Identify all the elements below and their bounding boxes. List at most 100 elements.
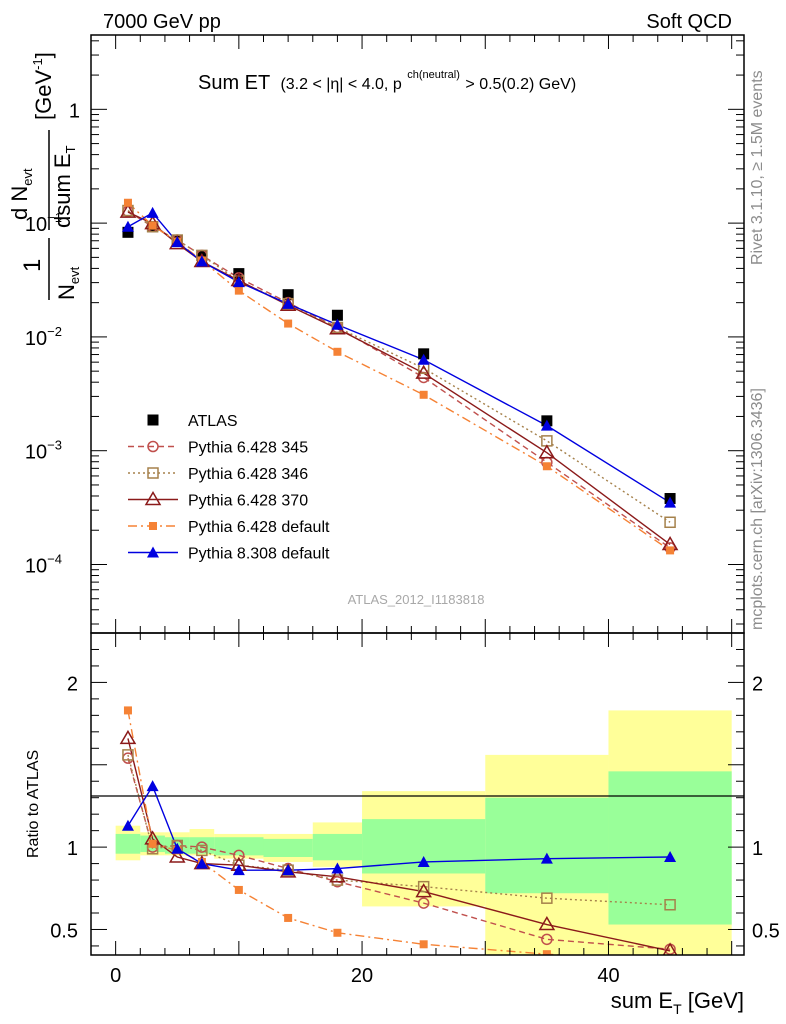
data-point-pythia-6-428-370 <box>538 444 556 459</box>
legend-label-pythia-6-428-default: Pythia 6.428 default <box>188 519 330 536</box>
data-point-pythia-8-308-default <box>171 236 184 248</box>
data-point-pythia-8-308-default <box>195 255 208 267</box>
ylabel-dsum: dsum ET <box>50 145 78 228</box>
ratio-point-pythia-6-428-default <box>123 706 132 715</box>
legend-marker-pythia-6-428-346 <box>147 467 159 479</box>
data-point-pythia-6-428-370 <box>279 296 297 311</box>
data-point-pythia-8-308-default <box>146 206 159 218</box>
main-series-layer <box>119 198 679 555</box>
data-point-pythia-6-428-default <box>333 347 342 356</box>
y-tick-label: 10−2 <box>25 324 62 350</box>
axis-ticks <box>91 35 744 955</box>
ratio-point-pythia-6-428-345 <box>541 933 553 946</box>
ylabel-one: 1 <box>19 259 46 272</box>
legend-label-pythia-8-308-default: Pythia 8.308 default <box>188 546 330 563</box>
data-point-pythia-8-308-default <box>417 353 430 365</box>
legend-label-atlas: ATLAS <box>188 413 238 430</box>
ratio-point-pythia-6-428-default <box>234 885 243 894</box>
ratio-band-inner-bin <box>485 797 609 894</box>
ratio-point-pythia-6-428-346 <box>331 874 344 886</box>
ratio-ylabel: Ratio to ATLAS <box>25 750 42 858</box>
data-point-atlas <box>331 309 343 321</box>
analysis-watermark: ATLAS_2012_I1183818 <box>348 592 485 607</box>
mcplots-label: mcplots.cern.ch [arXiv:1306.3436] <box>749 388 766 630</box>
main-ylabel: 1 Nevt d Nevt dsum ET [GeV-1] <box>7 52 82 300</box>
x-tick-label: 0 <box>110 965 121 987</box>
ratio-series-layer <box>119 706 678 966</box>
ratio-point-pythia-8-308-default <box>331 862 344 874</box>
x-axis-label: sum ET [GeV] <box>611 988 744 1017</box>
plot-title-sup: ch(neutral) <box>407 69 460 81</box>
ratio-y-tick-label-right: 2 <box>752 673 763 695</box>
legend-label-pythia-6-428-346: Pythia 6.428 346 <box>188 466 308 483</box>
data-point-pythia-8-308-default <box>232 276 245 288</box>
ratio-point-pythia-6-428-345 <box>417 897 430 909</box>
ratio-point-pythia-6-428-370 <box>168 848 186 863</box>
ratio-point-pythia-8-308-default <box>121 819 134 831</box>
data-point-pythia-6-428-default <box>666 546 675 555</box>
ratio-point-pythia-6-428-370 <box>329 868 346 883</box>
ratio-line-pythia-6-428-345 <box>127 757 671 950</box>
data-point-pythia-6-428-346 <box>664 516 676 529</box>
ratio-line-pythia-6-428-346 <box>127 754 671 906</box>
ratio-point-pythia-6-428-default <box>333 928 342 937</box>
legend: ATLAS Pythia 6.428 345 Pythia 6.428 346 Pyt… <box>128 413 330 563</box>
ratio-point-pythia-6-428-default <box>284 913 293 922</box>
ratio-point-pythia-6-428-346 <box>122 749 134 761</box>
plot-title-main: Sum ET <box>198 72 270 94</box>
ratio-point-pythia-6-428-default <box>666 958 674 966</box>
legend-label-pythia-6-428-345: Pythia 6.428 345 <box>188 440 308 457</box>
ratio-point-pythia-6-428-370 <box>415 883 432 898</box>
ylabel-dn: d Nevt <box>7 168 35 220</box>
ratio-point-pythia-8-308-default <box>664 851 677 862</box>
ylabel-n: Nevt <box>54 266 82 300</box>
legend-marker-pythia-6-428-345 <box>147 440 159 453</box>
ylabel-unit: [GeV-1] <box>30 52 56 120</box>
data-point-pythia-6-428-default <box>284 319 293 328</box>
data-point-pythia-6-428-370 <box>415 364 432 379</box>
ratio-y-tick-label-left: 0.5 <box>50 920 78 942</box>
header-right: Soft QCD <box>646 11 732 33</box>
rivet-label: Rivet 3.1.10, ≥ 1.5M events <box>749 70 766 265</box>
legend-marker-atlas <box>147 414 159 426</box>
data-point-atlas <box>122 226 134 238</box>
ratio-y-tick-label-right: 0.5 <box>752 920 780 942</box>
data-point-pythia-8-308-default <box>540 419 553 431</box>
plot-title-detail-b: > 0.5(0.2) GeV) <box>465 76 576 93</box>
ratio-point-pythia-8-308-default <box>195 857 208 869</box>
ratio-point-pythia-8-308-default <box>146 780 159 792</box>
ratio-point-pythia-6-428-370 <box>119 729 137 745</box>
ratio-band-inner-bin <box>608 771 732 925</box>
ratio-point-pythia-6-428-default <box>542 950 551 955</box>
ratio-point-pythia-6-428-346 <box>664 899 676 911</box>
ratio-point-pythia-6-428-default <box>419 940 428 949</box>
data-point-pythia-6-428-default <box>419 390 428 399</box>
ratio-point-pythia-6-428-default <box>148 839 157 848</box>
data-point-pythia-6-428-default <box>123 198 132 207</box>
x-tick-label: 20 <box>351 965 373 987</box>
y-tick-label: 10−4 <box>25 551 62 577</box>
ratio-point-pythia-6-428-346 <box>541 892 553 904</box>
data-point-pythia-6-428-default <box>148 221 157 230</box>
y-tick-label: 10−1 <box>25 210 62 236</box>
data-point-pythia-6-428-370 <box>119 203 137 218</box>
ratio-band-inner-bin <box>214 837 264 856</box>
data-point-pythia-8-308-default <box>664 496 677 508</box>
x-tick-label: 40 <box>597 965 619 987</box>
ratio-point-pythia-8-308-default <box>282 864 295 876</box>
axis-tick-labels: 0 20 40 10−4 10−3 10−2 10−1 1 0.5 0.5 1 1 2 2 <box>25 100 780 987</box>
data-point-atlas <box>282 289 294 301</box>
data-point-pythia-6-428-default <box>542 462 551 471</box>
ratio-y-tick-label-left: 2 <box>67 673 78 695</box>
ratio-point-pythia-8-308-default <box>540 852 553 864</box>
legend-label-pythia-6-428-370: Pythia 6.428 370 <box>188 493 308 510</box>
ratio-band-inner-bin <box>312 833 363 861</box>
ratio-point-pythia-8-308-default <box>417 855 430 867</box>
legend-marker-pythia-8-308-default <box>147 546 159 558</box>
ratio-point-pythia-6-428-346 <box>417 880 430 893</box>
series-line-pythia-6-428-default <box>127 202 671 551</box>
series-line-pythia-8-308-default <box>127 211 671 504</box>
ratio-y-tick-label-right: 1 <box>752 838 763 860</box>
data-point-pythia-8-308-default <box>282 297 295 309</box>
